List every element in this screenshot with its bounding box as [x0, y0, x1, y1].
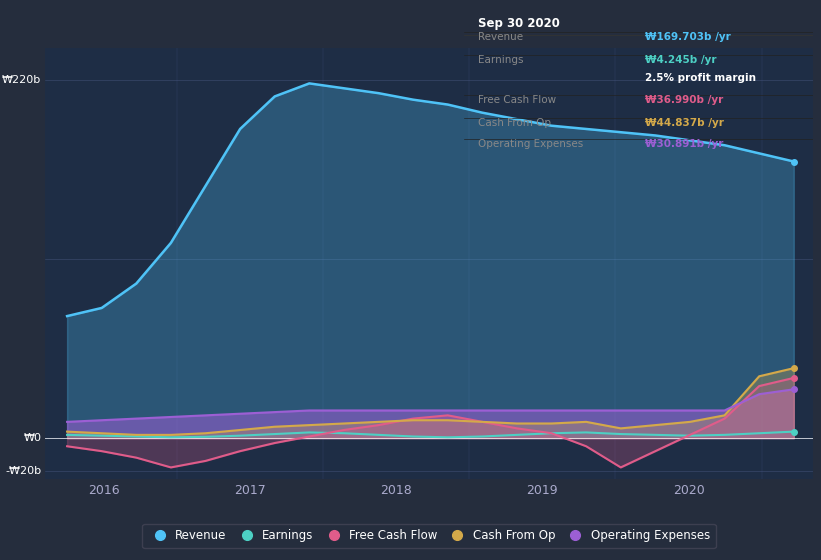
Text: 2.5% profit margin: 2.5% profit margin	[645, 73, 756, 83]
Text: Revenue: Revenue	[478, 32, 523, 42]
Text: Sep 30 2020: Sep 30 2020	[478, 17, 560, 30]
Text: Earnings: Earnings	[478, 55, 523, 65]
Legend: Revenue, Earnings, Free Cash Flow, Cash From Op, Operating Expenses: Revenue, Earnings, Free Cash Flow, Cash …	[142, 524, 716, 548]
Text: ₩0: ₩0	[23, 433, 41, 443]
Text: Cash From Op: Cash From Op	[478, 118, 551, 128]
Text: -₩20b: -₩20b	[5, 466, 41, 475]
Text: ₩44.837b /yr: ₩44.837b /yr	[645, 118, 724, 128]
Text: ₩169.703b /yr: ₩169.703b /yr	[645, 32, 731, 42]
Text: ₩36.990b /yr: ₩36.990b /yr	[645, 95, 723, 105]
Text: ₩4.245b /yr: ₩4.245b /yr	[645, 55, 717, 65]
Text: Free Cash Flow: Free Cash Flow	[478, 95, 556, 105]
Text: Operating Expenses: Operating Expenses	[478, 139, 583, 150]
Text: ₩220b: ₩220b	[2, 75, 41, 85]
Text: ₩30.891b /yr: ₩30.891b /yr	[645, 139, 723, 150]
